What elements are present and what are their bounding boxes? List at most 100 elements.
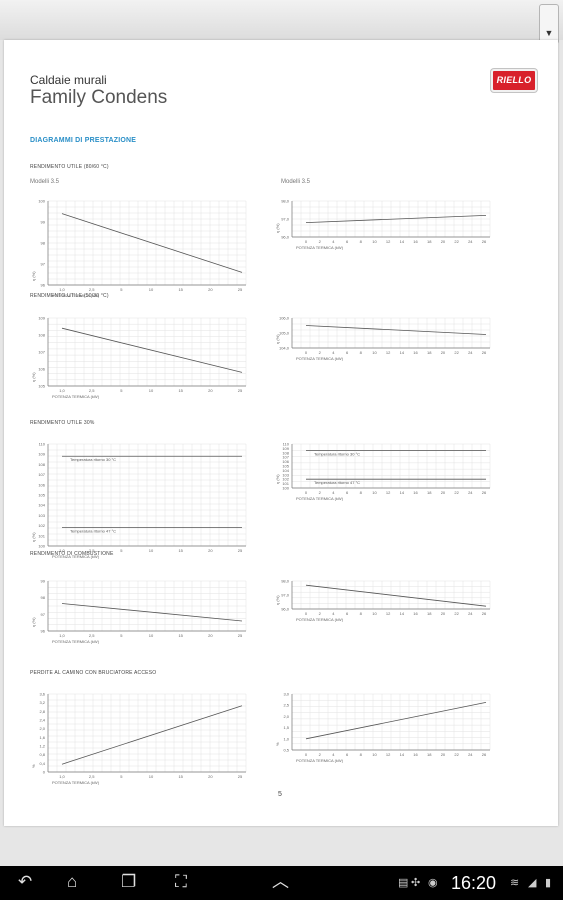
y-tick-label: 97 — [41, 612, 46, 617]
x-tick-label: 8 — [360, 350, 363, 355]
graph-title: PERDITE AL CAMINO CON BRUCIATORE ACCESO — [30, 670, 157, 676]
x-tick-label: 5 — [120, 774, 123, 779]
clock: 16:20 — [451, 873, 497, 893]
x-tick-label: 10 — [372, 490, 377, 495]
x-tick-label: 2 — [319, 350, 322, 355]
y-tick-label: 1,2 — [39, 744, 45, 749]
y-tick-label: 97 — [41, 262, 46, 267]
x-tick-label: 10 — [372, 350, 377, 355]
x-tick-label: 0 — [305, 752, 308, 757]
x-tick-label: 25 — [238, 548, 243, 553]
x-tick-label: 6 — [346, 490, 349, 495]
x-tick-label: 2 — [319, 490, 322, 495]
y-tick-label: 1,5 — [283, 725, 289, 730]
x-axis-label: POTENZA TERMICA (kW) — [52, 780, 100, 785]
y-tick-label: 107 — [282, 455, 289, 460]
y-tick-label: 104 — [38, 503, 45, 508]
x-tick-label: 18 — [427, 239, 432, 244]
y-axis-label: η (%) — [275, 223, 280, 233]
y-tick-label: 98,0 — [281, 579, 290, 584]
x-tick-label: 16 — [413, 490, 418, 495]
x-tick-label: 16 — [413, 611, 418, 616]
x-tick-label: 6 — [346, 350, 349, 355]
overflow-menu-button[interactable]: ▼ — [539, 4, 559, 44]
chart-svg: 98,097,096,00 2 4 6 8 10 12 14 16 18 20 22 24 26η (%)… — [275, 579, 491, 622]
x-axis-label: POTENZA TERMICA (kW) — [296, 356, 344, 361]
recents-icon[interactable]: ❐ — [121, 872, 137, 891]
x-tick-label: 1,0 — [59, 774, 65, 779]
x-tick-label: 10 — [149, 287, 154, 292]
chart-svg: 100 99 98 97 96 1,0 2,5 5 10 15 20 25 η (%) POTENZA T… — [31, 199, 247, 298]
x-tick-label: 2,5 — [89, 287, 95, 292]
x-tick-label: 22 — [454, 490, 459, 495]
chart: 98,0 97,0 96,0 0 2 4 6 8 10 12 14 16 18 20 22 24 26 η (%)… — [274, 575, 496, 629]
y-axis-label: η (%) — [31, 372, 36, 382]
x-tick-label: 24 — [468, 611, 473, 616]
x-axis-label: POTENZA TERMICA (kW) — [296, 496, 344, 501]
y-tick-label: 100 — [282, 486, 289, 491]
wifi-icon: ≋ — [510, 877, 520, 889]
y-tick-label: 2,4 — [39, 718, 45, 723]
y-tick-label: 99 — [41, 579, 46, 584]
y-tick-label: 101 — [282, 481, 289, 486]
chart-svg: 3,02,52,01,51,00,50 2 4 6 8 10 12 14 16 18 20 22 24 2… — [275, 692, 491, 763]
y-tick-label: 1,6 — [39, 735, 45, 740]
chart-svg: 109 108 107 106 105 1,0 2,5 5 10 15 20 25 η (%) POTEN… — [31, 316, 247, 399]
y-tick-label: 106 — [282, 459, 289, 464]
y-axis-label: η (%) — [31, 617, 36, 627]
y-tick-label: 96 — [41, 629, 46, 634]
home-icon[interactable]: ⌂ — [67, 872, 78, 891]
x-axis-label: POTENZA TERMICA (kW) — [52, 293, 100, 298]
y-tick-label: 100 — [38, 544, 45, 549]
chart: 100 99 98 97 96 1,0 2,5 5 10 15 20 25 η (%) POTENZA T… — [30, 195, 252, 305]
chevron-up-icon[interactable]: ︿ — [272, 872, 289, 891]
x-tick-label: 14 — [400, 239, 405, 244]
viewer-toolbar: ▼ — [0, 0, 563, 44]
x-tick-label: 14 — [400, 490, 405, 495]
y-axis-label: % — [31, 764, 36, 768]
x-tick-label: 4 — [332, 239, 335, 244]
x-tick-label: 10 — [149, 774, 154, 779]
series-line — [61, 327, 243, 373]
x-tick-label: 26 — [482, 239, 487, 244]
y-tick-label: 96,0 — [281, 235, 290, 240]
x-tick-label: 2,5 — [89, 388, 95, 393]
x-tick-label: 6 — [346, 611, 349, 616]
x-tick-label: 25 — [238, 633, 243, 638]
product-title: Family Condens — [30, 87, 168, 108]
x-tick-label: 26 — [482, 611, 487, 616]
x-tick-label: 12 — [386, 350, 391, 355]
y-tick-label: 110 — [283, 442, 290, 447]
x-tick-label: 4 — [332, 350, 335, 355]
y-tick-label: 105 — [38, 384, 45, 389]
x-tick-label: 12 — [386, 239, 391, 244]
back-icon[interactable]: ↶ — [18, 872, 33, 891]
x-tick-label: 18 — [427, 350, 432, 355]
x-tick-label: 25 — [238, 287, 243, 292]
x-tick-label: 15 — [178, 287, 183, 292]
x-tick-label: 20 — [208, 633, 213, 638]
x-tick-label: 12 — [386, 611, 391, 616]
x-tick-label: 24 — [468, 239, 473, 244]
graph-title: RENDIMENTO UTILE (50/30 °C) — [30, 293, 109, 299]
series-label: Temperatura ritorno 47 °C — [314, 480, 360, 485]
x-tick-label: 22 — [454, 752, 459, 757]
y-tick-label: 104,0 — [279, 346, 290, 351]
usb-icon: ✣ — [411, 877, 421, 889]
screenshot-icon[interactable]: ⛶ — [175, 872, 187, 891]
y-tick-label: 106 — [38, 482, 45, 487]
x-tick-label: 2,5 — [89, 774, 95, 779]
x-tick-label: 18 — [427, 490, 432, 495]
x-tick-label: 18 — [427, 611, 432, 616]
x-tick-label: 2,5 — [89, 633, 95, 638]
y-tick-label: 2,0 — [283, 714, 289, 719]
file-icon: ▤ — [398, 877, 409, 889]
x-tick-label: 10 — [372, 239, 377, 244]
x-tick-label: 16 — [413, 752, 418, 757]
y-tick-label: 2,8 — [39, 709, 45, 714]
x-tick-label: 26 — [482, 490, 487, 495]
x-tick-label: 8 — [360, 752, 363, 757]
y-tick-label: 104 — [282, 468, 289, 473]
section-title: DIAGRAMMI DI PRESTAZIONE — [30, 137, 137, 144]
